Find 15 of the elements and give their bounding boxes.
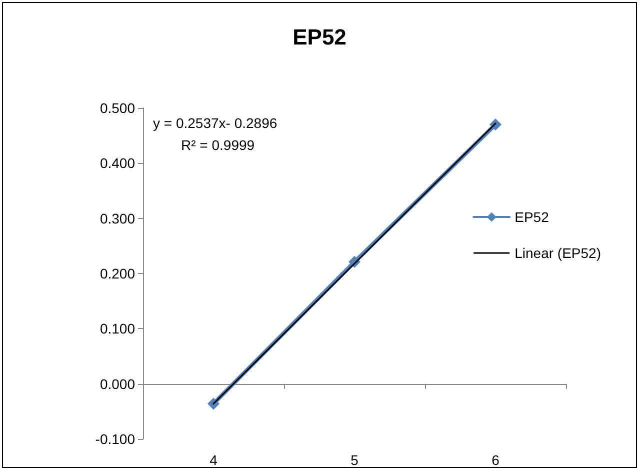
x-tick-label: 5 xyxy=(350,452,359,468)
x-tick-label: 4 xyxy=(210,452,218,468)
y-tick-label: 0.500 xyxy=(100,100,136,116)
legend-label: Linear (EP52) xyxy=(514,245,602,261)
y-tick-label: 0.300 xyxy=(100,210,136,226)
chart-title: EP52 xyxy=(292,24,346,50)
x-tick-label: 6 xyxy=(492,452,500,468)
y-tick-label: -0.100 xyxy=(95,431,136,447)
y-tick-label: 0.000 xyxy=(100,376,136,392)
annotation: y = 0.2537x- 0.2896 xyxy=(153,115,278,131)
legend-label: EP52 xyxy=(514,209,550,225)
y-tick-label: 0.200 xyxy=(100,266,136,282)
y-tick-label: 0.400 xyxy=(100,155,136,172)
y-tick-label: 0.100 xyxy=(100,320,136,337)
annotation: R² = 0.9999 xyxy=(181,137,255,153)
